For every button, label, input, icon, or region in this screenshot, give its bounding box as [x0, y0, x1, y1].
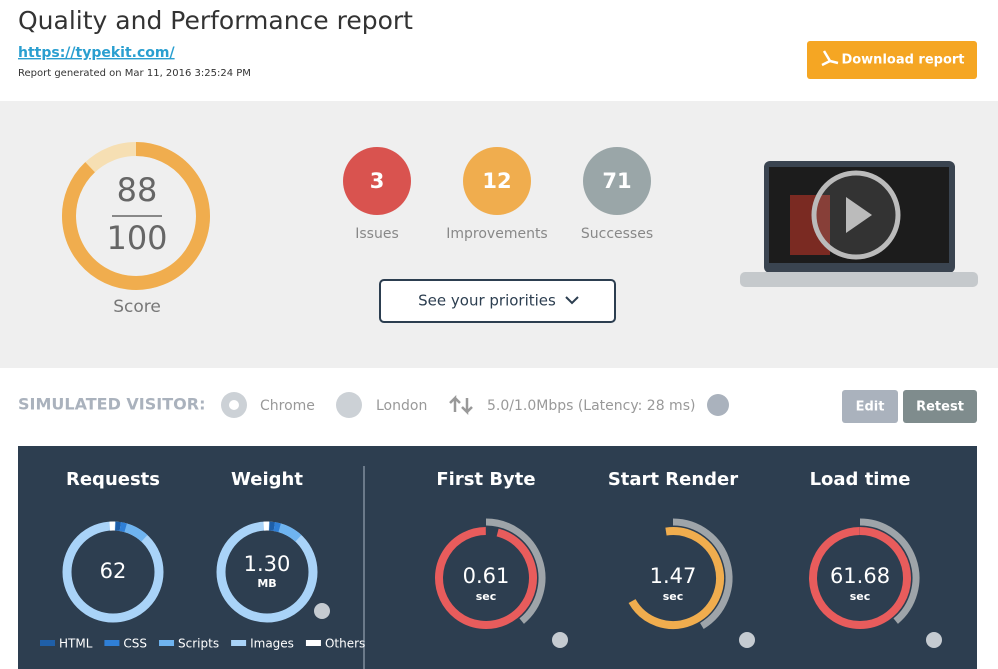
button-bg	[379, 279, 616, 323]
retest-button[interactable]: Retest	[903, 390, 977, 423]
button-bg	[903, 390, 977, 423]
metric-unit: MB	[257, 577, 276, 590]
chevron-icon	[565, 296, 579, 305]
metric-value: 1.30	[244, 552, 291, 576]
legend-label: CSS	[123, 637, 147, 651]
title: Quality and Performance report	[18, 6, 413, 35]
timing-value: 1.47	[650, 564, 697, 588]
chrome-icon-center	[229, 400, 239, 410]
button-label: See your priorities	[418, 292, 556, 310]
legend-swatch	[305, 640, 321, 646]
timing-value: 61.68	[830, 564, 890, 588]
score-max: 100	[106, 219, 167, 257]
legend-label: Images	[250, 637, 294, 651]
inner-arc	[628, 527, 724, 629]
legend-label: Others	[325, 637, 365, 651]
timing-value: 0.61	[463, 564, 510, 588]
legend-swatch	[159, 640, 175, 646]
score-arc	[62, 142, 210, 290]
count-label: Issues	[355, 226, 399, 242]
metric-title: Load time	[810, 469, 911, 490]
outer-arc	[485, 518, 546, 624]
inner-arc	[435, 527, 537, 629]
pdf-icon	[821, 50, 839, 67]
metric-title: Start Render	[608, 469, 738, 490]
button-bg	[842, 390, 898, 423]
timing-unit: sec	[476, 590, 497, 603]
connection: 5.0/1.0Mbps (Latency: 28 ms)	[487, 398, 695, 414]
inner-arc	[808, 527, 911, 629]
button-bg	[807, 41, 977, 79]
priorities-button[interactable]: See your priorities	[379, 279, 616, 323]
count-label: Successes	[581, 226, 653, 242]
score-label: Score	[113, 297, 161, 317]
donut-css	[273, 522, 281, 533]
donut-css	[119, 522, 127, 533]
globe-icon	[336, 392, 362, 418]
score-value: 88	[117, 171, 158, 209]
metric-title: Weight	[231, 469, 303, 490]
counts: 3 Issues 12 Improvements 71 Successes	[343, 147, 653, 242]
legend-label: HTML	[59, 637, 93, 651]
url-link[interactable]: https://typekit.com/	[18, 45, 175, 61]
donut-scripts	[124, 523, 148, 542]
count-badge	[343, 147, 411, 215]
button-label: Retest	[916, 400, 964, 415]
metric-title: Requests	[66, 469, 160, 490]
help-icon[interactable]	[739, 632, 755, 648]
count-value: 71	[602, 169, 631, 193]
connection-icon	[449, 394, 473, 416]
help-icon[interactable]	[707, 394, 729, 416]
count-value: 12	[482, 169, 511, 193]
legend-label: Scripts	[178, 637, 219, 651]
donut-html	[115, 521, 122, 532]
visitor-label: SIMULATED VISITOR:	[18, 395, 205, 414]
help-icon[interactable]	[926, 632, 942, 648]
button-label: Download report	[841, 53, 964, 68]
legend-swatch	[231, 640, 247, 646]
help-icon[interactable]	[314, 603, 330, 619]
timing-unit: sec	[663, 590, 684, 603]
count-label: Improvements	[446, 226, 547, 242]
laptop-base	[740, 272, 978, 287]
location: London	[376, 398, 427, 414]
play-icon	[846, 197, 872, 233]
count-value: 3	[370, 169, 385, 193]
edit-button[interactable]: Edit	[842, 390, 898, 423]
help-icon[interactable]	[552, 632, 568, 648]
outer-arc	[672, 518, 733, 629]
outer-arc	[859, 518, 920, 624]
donut-html	[269, 521, 276, 532]
browser: Chrome	[260, 398, 315, 414]
timing-unit: sec	[850, 590, 871, 603]
count-badge	[583, 147, 651, 215]
legend-swatch	[40, 640, 55, 646]
donut-scripts	[278, 523, 302, 542]
legend-swatch	[104, 640, 120, 646]
button-label: Edit	[856, 400, 885, 415]
metric-title: First Byte	[436, 469, 535, 490]
metric-value: 62	[100, 559, 127, 583]
count-badge	[463, 147, 531, 215]
generated-date: Report generated on Mar 11, 2016 3:25:24…	[18, 68, 251, 79]
video-thumbnail[interactable]	[740, 161, 978, 287]
download-button[interactable]: Download report	[807, 41, 977, 79]
